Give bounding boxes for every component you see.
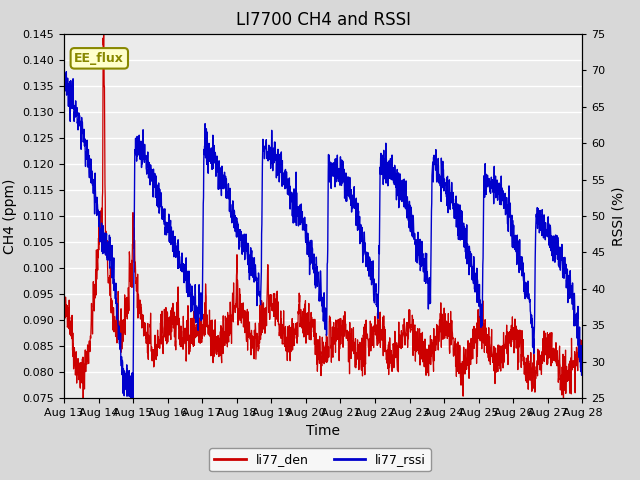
X-axis label: Time: Time <box>306 424 340 438</box>
li77_den <box>313 346 321 351</box>
li77_den <box>87 336 95 341</box>
li77_rssi <box>60 73 68 79</box>
li77_den <box>60 312 68 318</box>
li77_rssi <box>564 283 572 289</box>
Legend: li77_den, li77_rssi: li77_den, li77_rssi <box>209 448 431 471</box>
li77_den <box>564 378 572 384</box>
Text: EE_flux: EE_flux <box>74 52 124 65</box>
li77_den <box>469 356 477 361</box>
Y-axis label: CH4 (ppm): CH4 (ppm) <box>3 178 17 254</box>
Line: li77_den: li77_den <box>64 34 582 398</box>
li77_den <box>579 357 586 362</box>
Y-axis label: RSSI (%): RSSI (%) <box>611 186 625 246</box>
li77_rssi <box>469 275 477 281</box>
li77_rssi <box>127 396 135 401</box>
li77_rssi <box>579 356 586 361</box>
li77_den <box>79 396 87 401</box>
li77_rssi <box>87 158 95 164</box>
li77_den <box>299 330 307 336</box>
li77_den <box>100 31 108 36</box>
li77_rssi <box>313 265 321 271</box>
li77_rssi <box>63 69 70 74</box>
li77_den <box>564 372 572 377</box>
li77_rssi <box>564 300 572 305</box>
Title: LI7700 CH4 and RSSI: LI7700 CH4 and RSSI <box>236 11 411 29</box>
li77_rssi <box>299 215 307 221</box>
Line: li77_rssi: li77_rssi <box>64 72 582 398</box>
